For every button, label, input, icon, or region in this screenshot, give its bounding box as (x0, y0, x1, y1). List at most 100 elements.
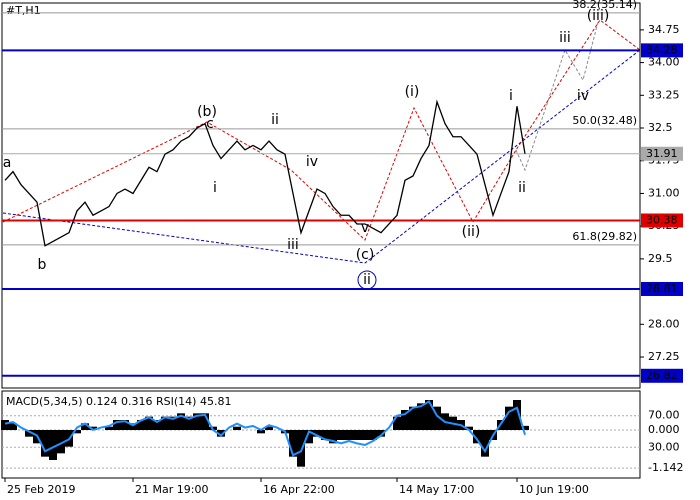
y-tick-label: 33.25 (648, 88, 680, 101)
y-tick-label: 29.5 (648, 252, 673, 265)
trend-line (2, 49, 641, 264)
x-tick-label: 16 Apr 22:00 (263, 483, 335, 496)
macd-bar (401, 410, 409, 430)
macd-bar (153, 420, 161, 430)
wave-label: a (3, 155, 12, 171)
level-label: 34.28 (646, 43, 678, 56)
macd-bar (161, 416, 169, 430)
macd-bar (137, 420, 145, 430)
macd-bar (9, 423, 17, 430)
macd-bar (193, 413, 201, 430)
macd-bar (377, 430, 385, 437)
indicator-frame (1, 390, 641, 479)
y-tick-label: 31.00 (648, 186, 680, 199)
macd-bar (49, 430, 57, 460)
level-label: 30.38 (646, 213, 678, 226)
macd-bar (289, 430, 297, 457)
macd-bar (25, 430, 33, 437)
y-tick-label: 32.5 (648, 121, 673, 134)
macd-bar (465, 426, 473, 430)
wave-label: iv (577, 88, 589, 104)
indicator-title: MACD(5,34,5) 0.124 0.316 RSI(14) 45.81 (6, 395, 231, 408)
wave-label: (b) (197, 104, 217, 120)
macd-bar (473, 430, 481, 444)
fib-label: 50.0(32.48) (572, 114, 637, 127)
wave-label: (ii) (462, 224, 481, 240)
y-tick-label: 34.75 (648, 23, 680, 36)
wave-label: ii (363, 272, 371, 288)
wave-label: b (38, 257, 47, 273)
macd-bar (521, 425, 529, 430)
macd-bar (481, 430, 489, 457)
x-tick-label: 14 May 17:00 (399, 483, 474, 496)
macd-bar (321, 430, 329, 440)
level-label: 31.91 (646, 147, 678, 160)
level-tag (641, 213, 683, 228)
macd-bar (121, 420, 129, 430)
macd-bar (313, 430, 321, 437)
level-tag (641, 43, 683, 58)
x-tick-label: 25 Feb 2019 (7, 483, 75, 496)
macd-bar (113, 420, 121, 430)
macd-bar (353, 430, 361, 440)
y-tick-label: 27.25 (648, 350, 680, 363)
macd-bar (73, 430, 81, 434)
chart-title: #T,H1 (6, 4, 41, 17)
indicator-tick-label: 30.00 (648, 440, 680, 453)
indicator-tick-label: -1.142 (648, 461, 683, 474)
macd-bar (217, 430, 225, 437)
macd-bar (305, 430, 313, 444)
macd-bar (417, 403, 425, 430)
macd-bar (505, 406, 513, 430)
macd-bar (513, 400, 521, 430)
y-tick-label: 34.00 (648, 56, 680, 69)
wave-label: v (361, 220, 369, 236)
level-label: 26.82 (646, 369, 678, 382)
macd-bar (361, 430, 369, 440)
macd-bar (393, 416, 401, 430)
macd-bar (265, 426, 273, 430)
macd-bar (129, 423, 137, 430)
level-label: 28.81 (646, 282, 678, 295)
wave-label: (i) (405, 84, 420, 100)
level-tag (641, 281, 683, 296)
wave-label: (c) (356, 247, 375, 263)
macd-bar (433, 406, 441, 430)
indicator-tick-label: 0.000 (648, 423, 680, 436)
wave-circle (357, 270, 377, 290)
wave-label: ii (271, 112, 279, 128)
wave-label: i (509, 88, 513, 104)
macd-bar (425, 400, 433, 430)
rsi-line (4, 400, 526, 457)
projections (2, 19, 641, 264)
price-line (4, 99, 526, 247)
macd-bar (145, 416, 153, 430)
y-tick-label: 28.00 (648, 317, 680, 330)
macd-bar (201, 413, 209, 430)
macd-bar (297, 430, 305, 467)
wave-label: iii (287, 237, 299, 253)
macd-bar (57, 430, 65, 454)
wave-label: (iii) (587, 8, 610, 24)
x-tick-label: 10 Jun 19:00 (519, 483, 589, 496)
macd-bar (41, 430, 49, 457)
macd-bar (369, 430, 377, 440)
wave-label: c (206, 116, 214, 132)
x-tick-label: 21 Mar 19:00 (135, 483, 208, 496)
macd-bar (169, 416, 177, 430)
macd-bar (81, 423, 89, 430)
level-tag (641, 368, 683, 383)
wave-label: iv (306, 154, 318, 170)
wave-label: iii (559, 30, 571, 46)
macd-bar (345, 430, 353, 440)
level-tag (641, 146, 683, 161)
main-frame (1, 2, 641, 389)
wave-label: i (213, 180, 217, 196)
macd-bar (329, 430, 337, 444)
fib-label: 38.2(35.14) (572, 0, 637, 11)
wave-label: ii (518, 180, 526, 196)
macd-bar (409, 406, 417, 430)
macd-bar (257, 430, 265, 434)
indicator-tick-label: 70.00 (648, 409, 680, 422)
